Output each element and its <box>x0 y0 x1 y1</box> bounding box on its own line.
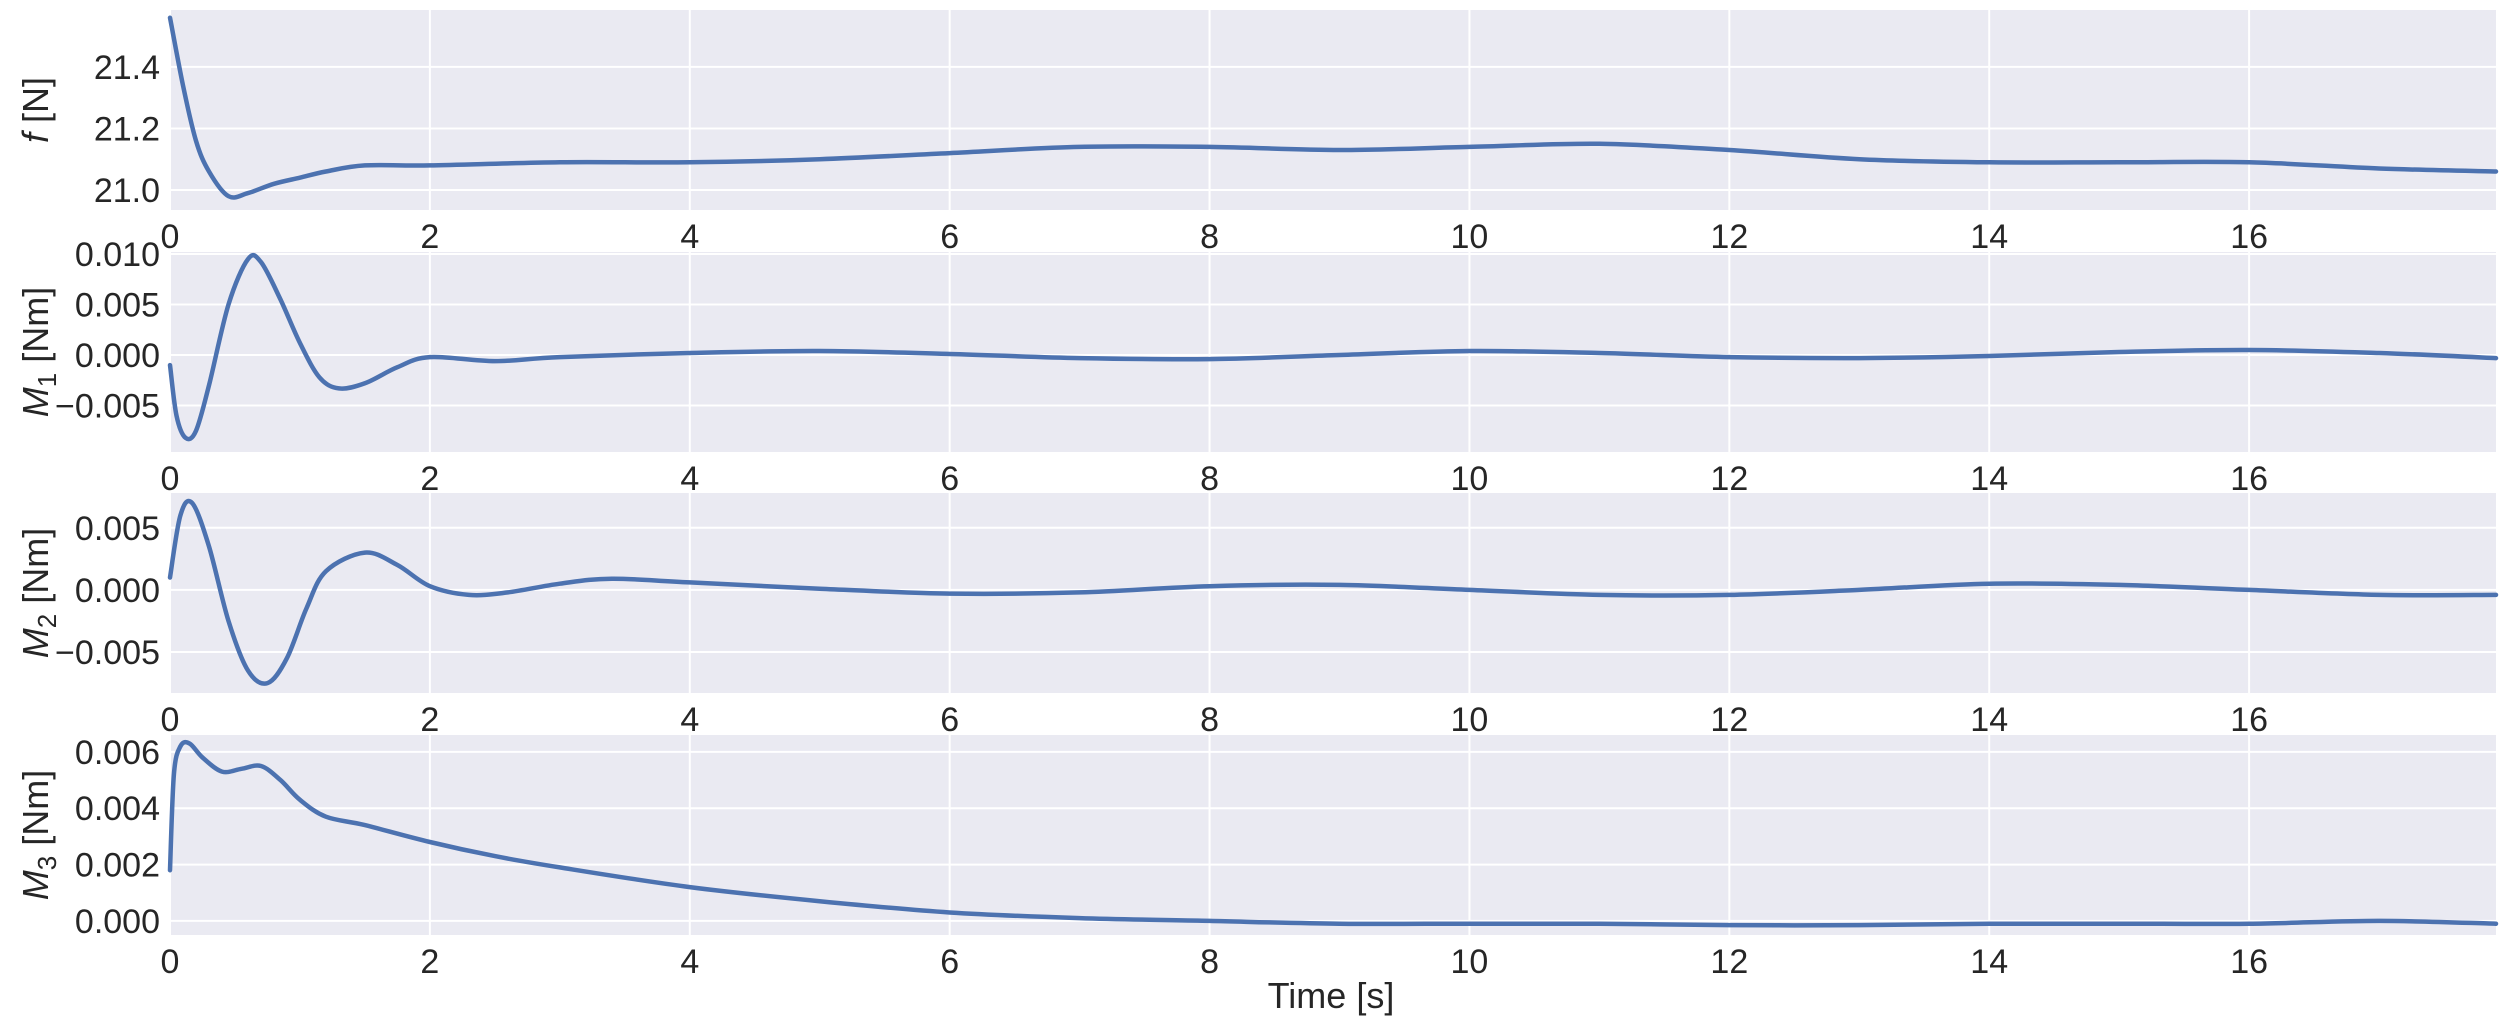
x-tick-label: 12 <box>1710 701 1748 739</box>
x-tick-label: 2 <box>420 943 439 981</box>
x-tick-label: 10 <box>1451 218 1489 256</box>
x-tick-label: 0 <box>161 460 180 498</box>
y-axis-label: f [N] <box>15 77 56 143</box>
y-tick-label: 21.2 <box>94 110 160 148</box>
y-tick-label: 0.000 <box>75 903 160 941</box>
x-tick-label: 6 <box>940 460 959 498</box>
x-tick-label: 14 <box>1970 701 2008 739</box>
plot-area <box>170 735 2496 935</box>
plot-area <box>170 493 2496 693</box>
x-tick-label: 14 <box>1970 460 2008 498</box>
x-tick-label: 0 <box>161 943 180 981</box>
y-tick-label: −0.005 <box>55 634 160 672</box>
y-tick-label: 0.004 <box>75 790 160 828</box>
series-line <box>167 252 2499 442</box>
y-tick-label: 0.002 <box>75 847 160 885</box>
y-tick-label: 0.000 <box>75 337 160 375</box>
x-tick-label: 2 <box>420 460 439 498</box>
x-axis-label: Time [s] <box>1268 975 1395 1016</box>
x-tick-label: 16 <box>2230 218 2268 256</box>
x-tick-label: 16 <box>2230 701 2268 739</box>
y-tick-label: 0.005 <box>75 510 160 548</box>
x-tick-label: 4 <box>680 460 699 498</box>
series-line <box>167 15 2499 200</box>
x-tick-label: 10 <box>1451 460 1489 498</box>
subplot-1: 0 2 4 6 8 10 12 14 16 21.0 21.2 21.4 f [N] <box>15 10 2499 256</box>
x-tick-label: 14 <box>1970 943 2008 981</box>
x-tick-label: 16 <box>2230 943 2268 981</box>
panels: 0 2 4 6 8 10 12 14 16 21.0 21.2 21.4 f [N] 0 2 4 6 8 10 12 1… <box>15 10 2499 981</box>
plot-area <box>170 10 2496 210</box>
y-tick-label: 0.005 <box>75 287 160 325</box>
x-tick-label: 6 <box>940 218 959 256</box>
x-tick-label: 8 <box>1200 943 1219 981</box>
x-tick-label: 4 <box>680 218 699 256</box>
y-axis-label: M2 [Nm] <box>15 528 62 658</box>
y-tick-label: −0.005 <box>55 388 160 426</box>
x-tick-label: 12 <box>1710 943 1748 981</box>
x-tick-label: 4 <box>680 943 699 981</box>
y-tick-label: 21.0 <box>94 172 160 210</box>
x-tick-label: 8 <box>1200 218 1219 256</box>
x-tick-label: 4 <box>680 701 699 739</box>
x-tick-label: 10 <box>1451 701 1489 739</box>
x-tick-label: 14 <box>1970 218 2008 256</box>
x-tick-label: 12 <box>1710 460 1748 498</box>
x-tick-label: 0 <box>161 218 180 256</box>
x-tick-label: 8 <box>1200 701 1219 739</box>
x-tick-label: 16 <box>2230 460 2268 498</box>
y-tick-label: 21.4 <box>94 49 160 87</box>
subplot-4: 0 2 4 6 8 10 12 14 16 0.006 0.004 0.002 0.000 M3 [Nm] <box>15 734 2499 981</box>
y-tick-label: 0.006 <box>75 734 160 772</box>
y-axis-label: M1 [Nm] <box>15 287 62 417</box>
series-line <box>167 498 2499 686</box>
x-tick-label: 6 <box>940 701 959 739</box>
x-tick-label: 10 <box>1451 943 1489 981</box>
y-tick-label: 0.010 <box>75 236 160 274</box>
x-tick-label: 8 <box>1200 460 1219 498</box>
x-tick-label: 12 <box>1710 218 1748 256</box>
series-line <box>167 739 2499 928</box>
y-tick-label: 0.000 <box>75 572 160 610</box>
x-tick-label: 2 <box>420 701 439 739</box>
x-tick-label: 0 <box>161 701 180 739</box>
x-tick-label: 6 <box>940 943 959 981</box>
y-axis-label: M3 [Nm] <box>15 770 62 900</box>
x-tick-label: 2 <box>420 218 439 256</box>
